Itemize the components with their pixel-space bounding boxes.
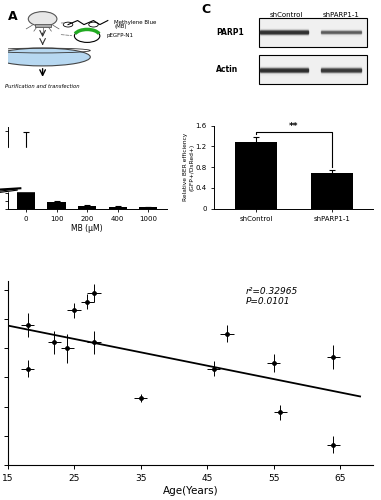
Text: PARP1: PARP1 — [216, 28, 244, 37]
Bar — [261, 67, 308, 68]
Bar — [311, 174, 352, 208]
Bar — [321, 72, 361, 74]
Bar — [17, 152, 35, 208]
X-axis label: MB (μM): MB (μM) — [71, 224, 103, 232]
Bar — [78, 206, 96, 208]
Bar — [261, 70, 308, 72]
Bar — [261, 66, 308, 67]
Text: shPARP1-1: shPARP1-1 — [323, 12, 360, 18]
Text: Purification and transfection: Purification and transfection — [5, 84, 80, 88]
Bar — [321, 30, 361, 31]
Bar — [261, 29, 308, 30]
Bar — [47, 202, 66, 208]
Circle shape — [74, 30, 100, 43]
Circle shape — [28, 12, 57, 26]
Y-axis label: Relative BER efficiency
(GFP+/DsRed+): Relative BER efficiency (GFP+/DsRed+) — [183, 133, 194, 202]
Bar — [321, 66, 361, 67]
Text: Actin: Actin — [216, 65, 238, 74]
Text: pEGFP-N1: pEGFP-N1 — [106, 34, 133, 38]
Bar — [261, 28, 308, 29]
Text: Methylene Blue: Methylene Blue — [114, 20, 157, 24]
Bar — [321, 31, 361, 32]
Bar — [235, 142, 277, 208]
Bar — [321, 67, 361, 68]
Text: A: A — [8, 10, 17, 23]
FancyBboxPatch shape — [259, 56, 367, 84]
Bar — [8, 148, 166, 192]
Bar — [321, 70, 361, 72]
FancyBboxPatch shape — [259, 18, 367, 47]
Bar — [261, 32, 308, 34]
X-axis label: Age(Years): Age(Years) — [163, 486, 218, 496]
Bar — [321, 34, 361, 35]
Text: shControl: shControl — [269, 12, 303, 18]
Text: **: ** — [289, 122, 299, 132]
Bar — [261, 72, 308, 74]
Bar — [139, 207, 157, 208]
Bar — [321, 68, 361, 69]
Text: r²=0.32965
P=0.0101: r²=0.32965 P=0.0101 — [245, 286, 298, 306]
Bar — [261, 31, 308, 32]
Text: C: C — [202, 4, 211, 16]
Bar — [321, 32, 361, 34]
Bar — [321, 29, 361, 30]
Ellipse shape — [0, 48, 90, 66]
Bar — [261, 68, 308, 69]
Bar — [261, 34, 308, 35]
FancyBboxPatch shape — [35, 24, 51, 27]
Bar — [109, 206, 127, 208]
Bar — [261, 30, 308, 31]
Text: (MB): (MB) — [114, 24, 126, 29]
